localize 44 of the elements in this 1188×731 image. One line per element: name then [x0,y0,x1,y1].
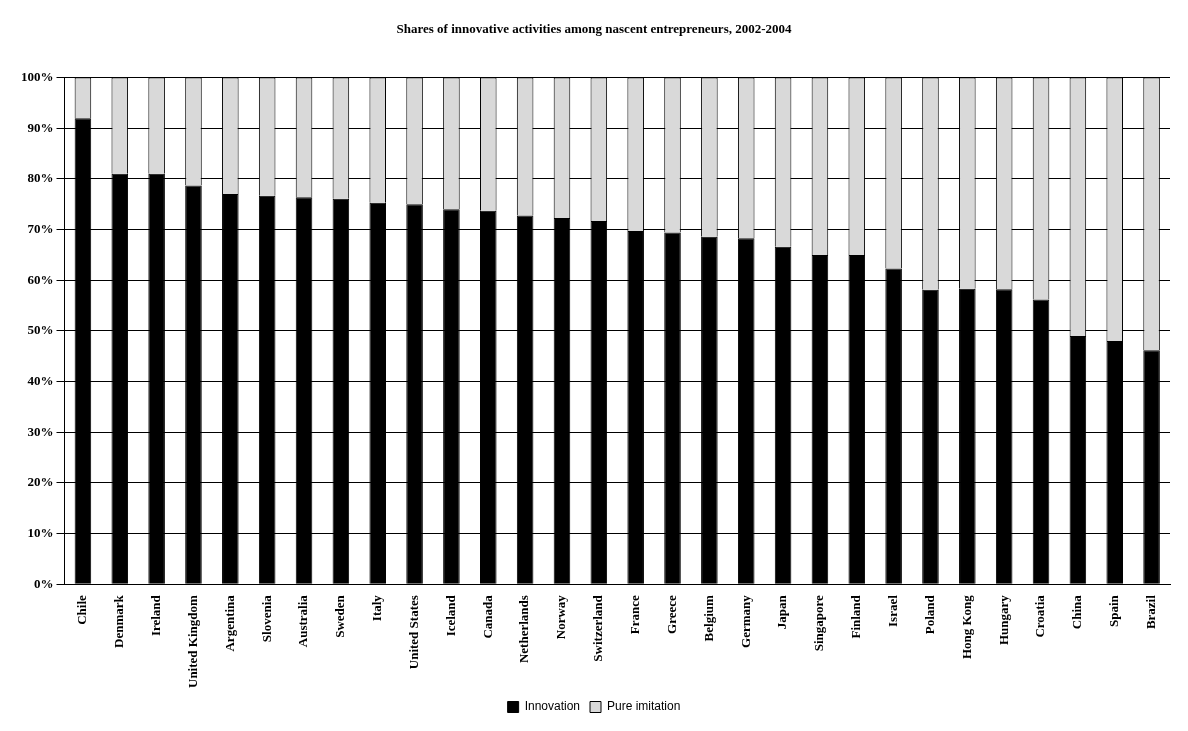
x-tick-label: Brazil [1142,594,1158,630]
x-tick-label: Denmark [111,594,127,648]
x-tick-label: Finland [848,594,864,639]
x-tick-label: United Kingdom [184,595,200,689]
y-tick-label: 40% [27,372,54,388]
x-tick-label: Singapore [811,594,827,652]
x-tick-label: China [1069,594,1085,630]
x-tick-label: Australia [295,594,311,648]
y-tick-label: 70% [27,220,54,236]
x-tick-label: Poland [921,594,937,635]
y-tick-label: 100% [21,68,54,84]
y-tick-label: 30% [27,423,54,439]
y-tick-label: 80% [27,170,54,186]
y-tick-label: 20% [27,474,54,490]
y-tick-label: 90% [27,119,54,135]
x-tick-label: Spain [1106,594,1122,627]
x-tick-label: Ireland [147,594,163,637]
y-tick-label: 10% [27,524,54,540]
x-tick-label: Chile [74,594,90,625]
x-tick-label: Germany [737,594,753,648]
x-tick-label: Norway [553,594,569,640]
x-tick-label: Croatia [1032,594,1048,638]
x-tick-label: Argentina [221,594,237,652]
chart-title: Shares of innovative activities among nascent entrepreneurs, 2002-2004 [396,21,793,37]
x-tick-label: Hungary [995,594,1011,646]
x-tick-label: Greece [663,594,679,634]
x-tick-label: Netherlands [516,595,532,664]
x-tick-label: France [627,594,643,635]
x-tick-label: Switzerland [590,594,606,662]
x-tick-label: Sweden [332,594,348,638]
x-tick-label: Italy [369,594,385,622]
y-tick-label: 50% [27,322,54,338]
x-tick-label: Belgium [700,595,716,642]
y-tick-label: 0% [34,575,54,591]
legend-label: Pure imitation [607,699,681,714]
x-tick-label: Hong Kong [958,594,974,660]
x-tick-label: Japan [774,594,790,630]
x-tick-label: Israel [884,594,900,627]
x-tick-label: Iceland [442,594,458,637]
legend-label: Innovation [524,699,581,714]
x-tick-label: Canada [479,594,495,639]
x-tick-label: Slovenia [258,594,274,643]
y-tick-label: 60% [27,271,54,287]
x-tick-label: United States [405,595,421,670]
